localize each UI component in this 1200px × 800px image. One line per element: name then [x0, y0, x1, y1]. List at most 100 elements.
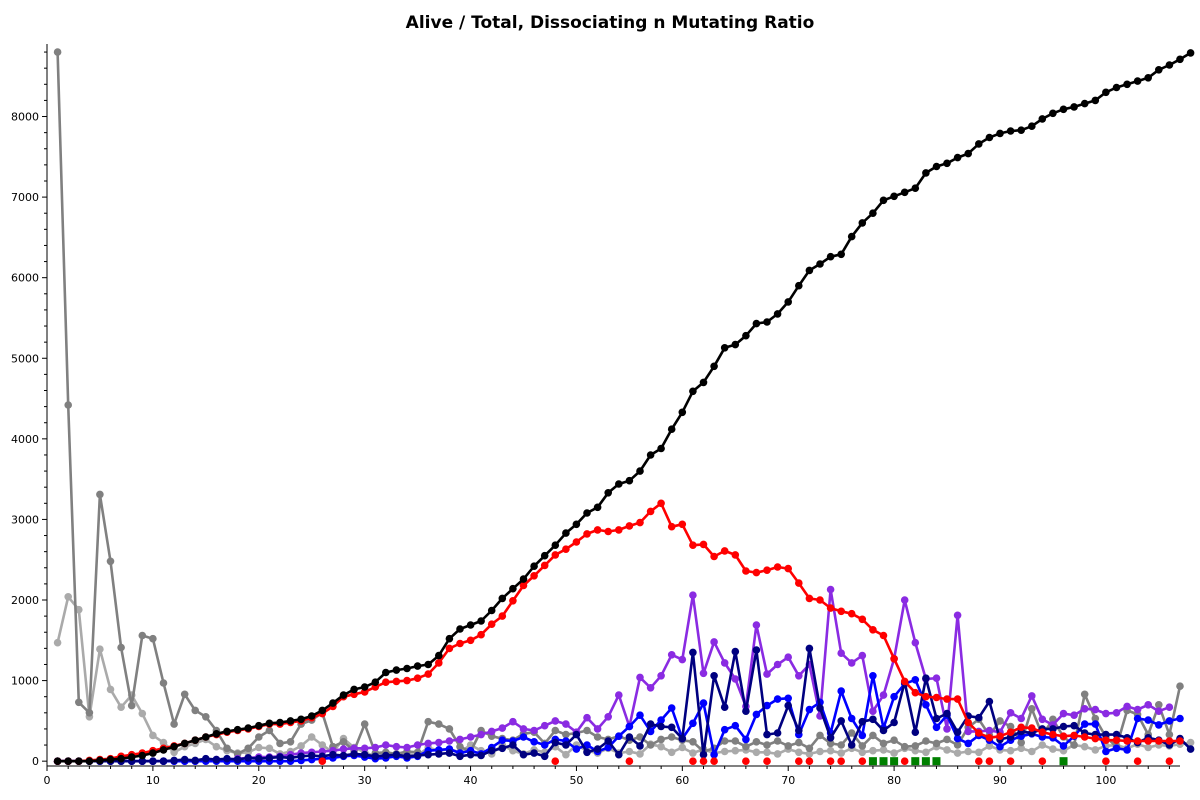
data-point [286, 717, 295, 725]
data-point [593, 503, 602, 512]
data-point [127, 701, 136, 710]
data-point [265, 754, 274, 762]
data-point [1028, 724, 1036, 732]
data-point [667, 704, 676, 712]
data-point [509, 597, 517, 605]
data-point [159, 757, 168, 765]
data-point [742, 735, 750, 744]
data-point [731, 737, 740, 745]
data-point [1059, 732, 1068, 740]
data-point [795, 738, 803, 747]
data-point [657, 444, 665, 453]
data-point [233, 755, 242, 764]
data-point [106, 685, 115, 694]
data-point [297, 715, 305, 724]
data-point [509, 717, 517, 726]
data-point [636, 750, 644, 758]
data-point [742, 742, 750, 751]
data-point [498, 744, 507, 753]
data-point [720, 747, 729, 756]
x-tick-label: 60 [675, 774, 689, 787]
marker-dot [689, 757, 697, 765]
data-point [678, 655, 687, 664]
data-point [138, 751, 147, 760]
data-point [964, 747, 972, 756]
data-point [466, 733, 475, 741]
marker-dot [975, 757, 983, 765]
data-point [530, 562, 538, 570]
data-point [667, 733, 676, 741]
data-point [519, 733, 528, 741]
data-point [223, 727, 231, 736]
data-point [795, 748, 803, 757]
marker-group-2 [868, 757, 1068, 766]
data-point [1133, 77, 1142, 85]
data-point [689, 719, 697, 728]
data-point [996, 129, 1004, 138]
data-point [477, 751, 485, 760]
data-point [1165, 730, 1174, 739]
data-point [964, 149, 972, 158]
data-point [1102, 709, 1110, 718]
data-point [805, 266, 814, 275]
data-point [784, 653, 792, 661]
data-point [763, 748, 771, 757]
data-point [297, 742, 305, 750]
data-point [382, 741, 390, 749]
data-point [191, 756, 199, 765]
data-point [837, 717, 845, 725]
data-point [562, 720, 570, 728]
data-point [170, 756, 178, 765]
data-point [1038, 115, 1047, 123]
data-point [710, 362, 718, 371]
x-tick-label: 70 [781, 774, 795, 787]
data-point [858, 615, 867, 624]
data-point [593, 725, 602, 733]
y-tick-label: 7000 [11, 191, 39, 204]
data-point [318, 706, 327, 715]
data-point [636, 673, 644, 682]
data-point [1091, 720, 1100, 728]
data-point [773, 737, 782, 745]
data-point [604, 713, 612, 721]
data-point [254, 721, 263, 730]
data-point [752, 738, 761, 746]
data-point [1144, 716, 1152, 724]
data-point [371, 743, 380, 752]
series-line [57, 501, 1180, 763]
data-point [1091, 734, 1100, 743]
data-point [466, 636, 475, 645]
data-point [837, 749, 845, 757]
data-point [530, 738, 538, 746]
data-point [890, 749, 898, 757]
data-point [233, 725, 242, 734]
data-point [699, 540, 708, 549]
data-point [784, 298, 792, 306]
marker-square [911, 757, 920, 766]
data-point [1080, 720, 1089, 728]
data-point [96, 490, 104, 499]
data-point [953, 611, 962, 620]
data-point [593, 745, 602, 753]
data-point [604, 527, 612, 536]
data-point [826, 746, 835, 755]
data-point [265, 744, 274, 753]
data-point [932, 693, 941, 702]
data-point [382, 678, 390, 686]
data-point [96, 756, 104, 765]
y-tick-label: 4000 [11, 433, 39, 446]
data-point [202, 733, 210, 741]
data-point [1017, 714, 1025, 723]
data-point [742, 707, 750, 715]
data-point [816, 747, 824, 756]
data-point [180, 690, 189, 699]
data-point [646, 451, 655, 459]
data-point [678, 520, 687, 529]
data-point [615, 480, 623, 488]
data-point [445, 644, 454, 653]
data-point [847, 659, 856, 667]
data-point [953, 728, 962, 736]
data-point [435, 651, 443, 660]
data-point [1049, 109, 1057, 118]
data-point [773, 660, 782, 669]
